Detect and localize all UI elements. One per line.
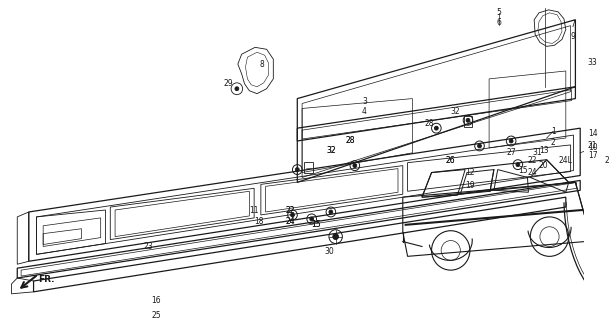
Text: 18: 18 [254,217,264,226]
Text: 20: 20 [539,161,549,170]
Text: 28: 28 [345,137,355,146]
Text: 27: 27 [506,148,516,157]
Circle shape [295,168,299,172]
Text: 15: 15 [312,220,322,229]
Text: 21: 21 [588,141,597,150]
Circle shape [434,126,438,130]
Text: 7: 7 [570,20,575,29]
Text: 33: 33 [588,58,597,67]
Text: 4: 4 [362,107,367,116]
Text: FR.: FR. [38,275,54,284]
Text: 19: 19 [465,181,475,190]
Text: 9: 9 [570,32,575,41]
Circle shape [353,164,357,168]
Text: 23: 23 [144,242,153,251]
Circle shape [509,139,513,143]
Text: 13: 13 [539,146,549,155]
Circle shape [466,118,470,122]
Text: 10: 10 [588,143,597,152]
Text: 17: 17 [588,151,597,160]
Text: 28: 28 [425,119,434,128]
Text: 22: 22 [527,156,537,165]
Circle shape [516,163,520,167]
Circle shape [235,87,239,91]
Text: 15: 15 [312,220,322,229]
Text: 26: 26 [446,156,456,165]
Text: 3: 3 [362,97,367,106]
Text: 24: 24 [286,217,295,226]
Text: 24L: 24L [559,156,572,165]
Text: 31: 31 [532,148,542,157]
Circle shape [333,234,339,240]
Circle shape [477,144,482,148]
Text: 15: 15 [518,166,527,175]
Text: 12: 12 [465,168,474,177]
Text: 32: 32 [326,146,336,155]
Text: 32: 32 [451,107,460,116]
Circle shape [290,213,294,217]
Text: 25: 25 [152,311,161,320]
Text: 5: 5 [496,8,501,17]
Text: 8: 8 [259,60,264,68]
Text: 11: 11 [250,205,259,214]
Text: 28: 28 [345,137,355,146]
Text: 30: 30 [324,247,334,256]
Text: 6: 6 [496,18,501,27]
Text: 29: 29 [224,79,233,88]
Text: 22: 22 [286,205,295,214]
Text: 24: 24 [527,168,537,177]
Circle shape [310,217,314,221]
Text: 16: 16 [152,296,161,305]
Text: 26: 26 [604,156,609,165]
Text: 14: 14 [588,129,597,138]
Text: 22: 22 [286,205,295,214]
Text: 26: 26 [446,156,456,165]
Text: 1: 1 [551,127,556,136]
Circle shape [329,210,333,214]
Text: 32: 32 [326,146,336,155]
Text: 24: 24 [286,217,295,226]
Text: 2: 2 [551,139,556,148]
